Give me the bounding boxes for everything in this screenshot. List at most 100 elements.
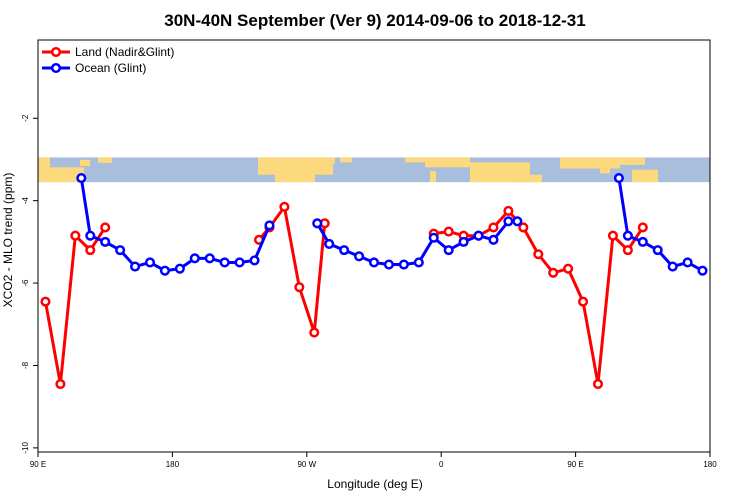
data-point: [279, 201, 290, 212]
x-tick-label: 90 E: [30, 460, 46, 469]
series-line: [617, 177, 704, 273]
y-axis-label: XCO2 - MLO trend (ppm): [1, 173, 15, 308]
data-point: [339, 245, 350, 256]
data-point: [488, 234, 499, 245]
data-point: [503, 216, 514, 227]
map-land: [560, 157, 620, 169]
chart-title: 30N-40N September (Ver 9) 2014-09-06 to …: [164, 11, 585, 30]
plot-frame: [37, 39, 711, 453]
data-point: [85, 245, 96, 256]
y-tick-label: -2: [21, 114, 30, 122]
data-point: [652, 245, 663, 256]
data-point: [518, 222, 529, 233]
data-point: [473, 230, 484, 241]
data-point: [264, 220, 275, 231]
series-land: [40, 201, 648, 390]
data-point: [189, 253, 200, 264]
map-land: [300, 157, 335, 164]
series-line: [79, 177, 271, 273]
map-land: [512, 174, 542, 183]
data-point: [607, 230, 618, 241]
data-point: [578, 296, 589, 307]
data-point: [428, 232, 439, 243]
data-point: [174, 263, 185, 274]
legend-swatch-marker: [50, 62, 62, 74]
data-point: [219, 257, 230, 268]
world-map-band: [38, 157, 710, 183]
data-point: [563, 263, 574, 274]
data-point: [85, 230, 96, 241]
data-point: [443, 245, 454, 256]
y-tick-label: -6: [21, 279, 30, 287]
data-point: [76, 172, 87, 184]
map-land: [430, 171, 436, 183]
data-point: [70, 230, 81, 241]
data-point: [613, 172, 624, 184]
x-axis-ticks: 90 E 180 90 W 0 90 E 180: [30, 452, 717, 469]
data-point: [115, 245, 126, 256]
data-point: [100, 236, 111, 247]
legend-swatch-marker: [50, 46, 62, 58]
map-land: [340, 157, 352, 163]
data-point: [234, 257, 245, 268]
x-tick-label: 90 E: [567, 460, 583, 469]
map-land: [275, 172, 315, 183]
data-point: [398, 259, 409, 270]
data-point: [622, 245, 633, 256]
data-point: [100, 222, 111, 233]
data-point: [324, 238, 335, 249]
x-axis-label: Longitude (deg E): [327, 477, 422, 491]
data-point: [368, 257, 380, 268]
y-axis-ticks: -2 -4 -6 -8 -10: [21, 114, 38, 454]
data-point: [458, 236, 469, 247]
data-point: [443, 226, 454, 237]
data-point: [548, 267, 559, 278]
y-tick-label: -10: [21, 442, 30, 454]
data-point: [144, 257, 156, 268]
data-point: [249, 255, 260, 266]
map-land: [632, 169, 658, 183]
series-line: [43, 226, 107, 386]
data-point: [592, 378, 604, 390]
data-point: [533, 249, 544, 260]
data-point: [682, 257, 693, 268]
data-point: [40, 296, 51, 307]
x-tick-label: 180: [166, 460, 180, 469]
x-tick-label: 180: [703, 460, 717, 469]
data-point: [294, 282, 305, 293]
data-point: [697, 265, 708, 276]
data-point: [622, 230, 633, 241]
data-point: [667, 261, 678, 272]
data-point: [503, 205, 514, 217]
map-land: [38, 167, 84, 183]
map-land: [405, 157, 425, 163]
data-point: [312, 218, 323, 229]
data-point: [413, 257, 424, 268]
data-point: [55, 378, 66, 390]
legend-label: Land (Nadir&Glint): [75, 45, 174, 59]
data-point: [354, 251, 365, 262]
data-point: [637, 236, 648, 247]
legend: Land (Nadir&Glint) Ocean (Glint): [42, 45, 174, 75]
series-ocean: [76, 172, 708, 276]
data-point: [383, 259, 394, 270]
x-tick-label: 90 W: [297, 460, 316, 469]
map-land: [600, 166, 610, 174]
map-land: [98, 157, 112, 163]
data-point: [159, 265, 170, 276]
y-tick-label: -4: [21, 197, 30, 205]
data-point: [637, 222, 648, 233]
x-tick-label: 0: [439, 460, 444, 469]
map-land: [620, 157, 645, 165]
data-point: [512, 216, 523, 227]
y-tick-label: -8: [21, 361, 30, 369]
data-point: [204, 253, 215, 264]
map-land: [80, 159, 90, 167]
data-point: [488, 222, 499, 233]
legend-label: Ocean (Glint): [75, 61, 146, 75]
data-point: [130, 261, 141, 272]
series-layer: [40, 172, 708, 390]
data-point: [309, 327, 320, 338]
map-land: [425, 157, 470, 168]
